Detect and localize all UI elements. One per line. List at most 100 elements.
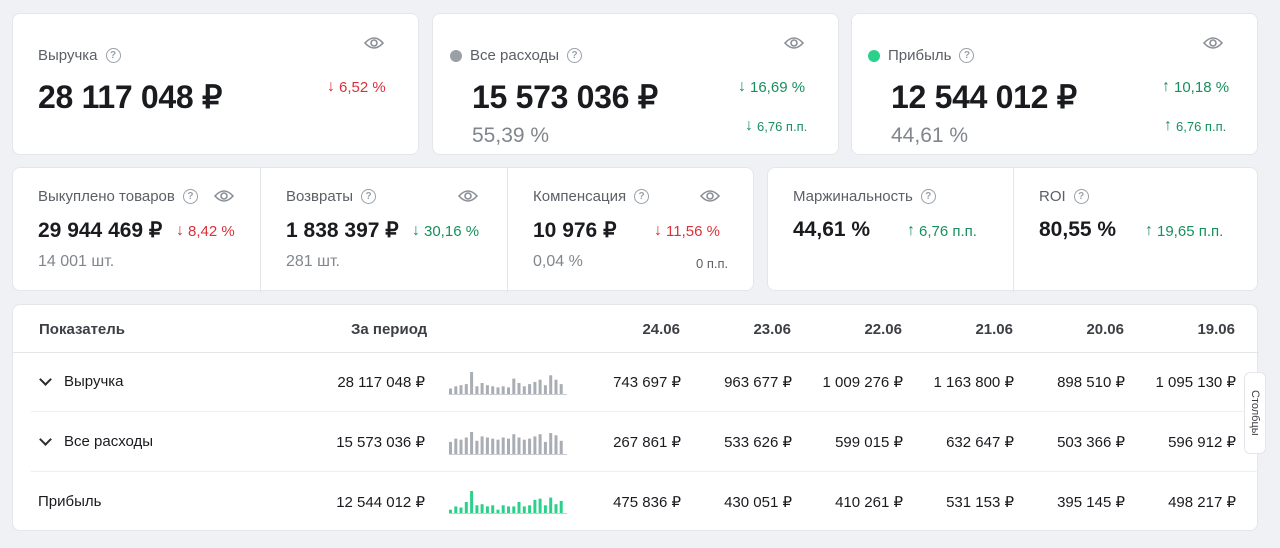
table-row-profit[interactable]: Прибыль bbox=[38, 493, 101, 510]
eye-icon[interactable] bbox=[784, 36, 804, 50]
spark-bar bbox=[475, 386, 479, 394]
eye-icon[interactable] bbox=[214, 189, 234, 203]
column-header-date[interactable]: 23.06 bbox=[753, 321, 791, 338]
eye-icon[interactable] bbox=[1203, 36, 1223, 50]
profit-value: 12 544 012 ₽ bbox=[891, 79, 1077, 115]
column-header-indicator[interactable]: Показатель bbox=[39, 321, 126, 338]
returns-label: Возвраты bbox=[286, 188, 354, 205]
spark-bar bbox=[554, 435, 558, 454]
returns-change: ↓ 30,16 % bbox=[412, 222, 479, 240]
margin-change: ↑ 6,76 п.п. bbox=[907, 222, 977, 240]
grey-dot-icon bbox=[450, 49, 462, 62]
bought-qty: 14 001 шт. bbox=[38, 253, 115, 270]
divider bbox=[1013, 168, 1014, 292]
eye-icon[interactable] bbox=[364, 36, 384, 50]
eye-icon[interactable] bbox=[700, 189, 720, 203]
column-header-date[interactable]: 21.06 bbox=[975, 321, 1013, 338]
spark-bar bbox=[454, 386, 458, 394]
row-label: Прибыль bbox=[38, 493, 102, 510]
table-cell: 533 626 ₽ bbox=[724, 434, 792, 451]
bought-label: Выкуплено товаров bbox=[38, 188, 175, 205]
revenue-change: ↓ 6,52 % bbox=[327, 78, 386, 96]
spark-bar bbox=[543, 441, 547, 454]
column-header-date[interactable]: 20.06 bbox=[1086, 321, 1124, 338]
table-cell: 743 697 ₽ bbox=[613, 374, 681, 391]
revenue-sparkline bbox=[449, 372, 567, 395]
expenses-change-value: 16,69 % bbox=[750, 78, 806, 96]
profit-label: Прибыль bbox=[888, 47, 952, 64]
spark-bar bbox=[459, 385, 463, 394]
column-header-period[interactable]: За период bbox=[351, 321, 428, 338]
compensation-share: 0,04 % bbox=[533, 253, 583, 270]
table-row-expenses[interactable]: Все расходы bbox=[39, 432, 153, 450]
spark-bar bbox=[528, 505, 532, 513]
bought-label-row: Выкуплено товаров ? bbox=[38, 188, 198, 205]
spark-bar bbox=[507, 506, 510, 513]
spark-bar bbox=[459, 507, 463, 513]
returns-change-value: 30,16 % bbox=[424, 222, 480, 240]
expenses-label-row: Все расходы ? bbox=[450, 47, 583, 64]
chevron-down-icon[interactable] bbox=[39, 432, 52, 446]
profit-change-value: 10,18 % bbox=[1174, 78, 1230, 96]
margin-value: 44,61 % bbox=[793, 218, 871, 241]
compensation-pp-change: 0 п.п. bbox=[696, 256, 728, 271]
table-cell: 498 217 ₽ bbox=[1168, 494, 1236, 511]
expenses-sparkline bbox=[449, 432, 567, 455]
arrow-down-icon: ↓ bbox=[412, 222, 420, 239]
spark-bar bbox=[485, 506, 489, 513]
table-cell: 632 647 ₽ bbox=[946, 434, 1014, 451]
column-header-date[interactable]: 19.06 bbox=[1197, 321, 1235, 338]
help-icon[interactable]: ? bbox=[959, 48, 975, 63]
margin-cell: Маржинальность ? 44,61 % ↑ 6,76 п.п. bbox=[768, 168, 1013, 292]
row-label: Выручка bbox=[64, 373, 124, 390]
profit-label-row: Прибыль ? bbox=[868, 47, 975, 64]
compensation-label-row: Компенсация ? bbox=[533, 188, 650, 205]
arrow-up-icon: ↑ bbox=[1145, 222, 1153, 239]
spark-bar bbox=[501, 505, 505, 513]
help-icon[interactable]: ? bbox=[105, 48, 121, 63]
spark-bar bbox=[522, 386, 526, 394]
profit-sparkline bbox=[449, 491, 567, 514]
help-icon[interactable]: ? bbox=[634, 189, 650, 204]
margin-label-row: Маржинальность ? bbox=[793, 188, 936, 205]
spark-bar bbox=[496, 439, 500, 454]
eye-icon[interactable] bbox=[458, 189, 478, 203]
spark-bar bbox=[507, 438, 510, 454]
spark-bar bbox=[470, 432, 474, 454]
bought-value: 29 944 469 ₽ bbox=[38, 219, 163, 242]
spark-bar bbox=[475, 440, 479, 454]
table-cell: 395 145 ₽ bbox=[1057, 494, 1125, 511]
compensation-cell: Компенсация ? 10 976 ₽ ↓ 11,56 % 0,04 % … bbox=[508, 168, 755, 292]
help-icon[interactable]: ? bbox=[567, 48, 583, 63]
arrow-down-icon: ↓ bbox=[654, 222, 662, 239]
spark-bar bbox=[501, 437, 505, 454]
chevron-down-icon[interactable] bbox=[39, 372, 52, 386]
divider bbox=[507, 168, 508, 292]
columns-side-tab-label: Столбцы bbox=[1249, 390, 1261, 436]
help-icon[interactable]: ? bbox=[920, 189, 936, 204]
spark-bar bbox=[543, 385, 547, 394]
column-header-date[interactable]: 24.06 bbox=[642, 321, 680, 338]
table-cell: 1 009 276 ₽ bbox=[822, 374, 903, 391]
revenue-card: Выручка ? 28 117 048 ₽ ↓ 6,52 % bbox=[12, 13, 419, 155]
spark-bar bbox=[491, 438, 495, 454]
column-header-date[interactable]: 22.06 bbox=[864, 321, 902, 338]
roi-value: 80,55 % bbox=[1039, 218, 1117, 241]
row-divider bbox=[31, 471, 1259, 472]
table-row-revenue[interactable]: Выручка bbox=[39, 372, 124, 390]
spark-bar bbox=[533, 499, 537, 513]
columns-side-tab[interactable]: Столбцы bbox=[1244, 372, 1266, 454]
table-cell: 430 051 ₽ bbox=[724, 494, 792, 511]
spark-bar bbox=[485, 385, 489, 394]
spark-bar bbox=[538, 379, 542, 394]
help-icon[interactable]: ? bbox=[182, 189, 198, 204]
spark-bar bbox=[559, 440, 563, 454]
help-icon[interactable]: ? bbox=[1073, 189, 1089, 204]
help-icon[interactable]: ? bbox=[361, 189, 377, 204]
arrow-down-icon: ↓ bbox=[738, 78, 746, 95]
compensation-pp-value: 0 п.п. bbox=[696, 256, 729, 271]
table-cell: 963 677 ₽ bbox=[724, 374, 792, 391]
spark-bar bbox=[449, 441, 452, 454]
spark-bar bbox=[517, 383, 521, 394]
profit-pp-value: 6,76 п.п. bbox=[1176, 118, 1227, 134]
